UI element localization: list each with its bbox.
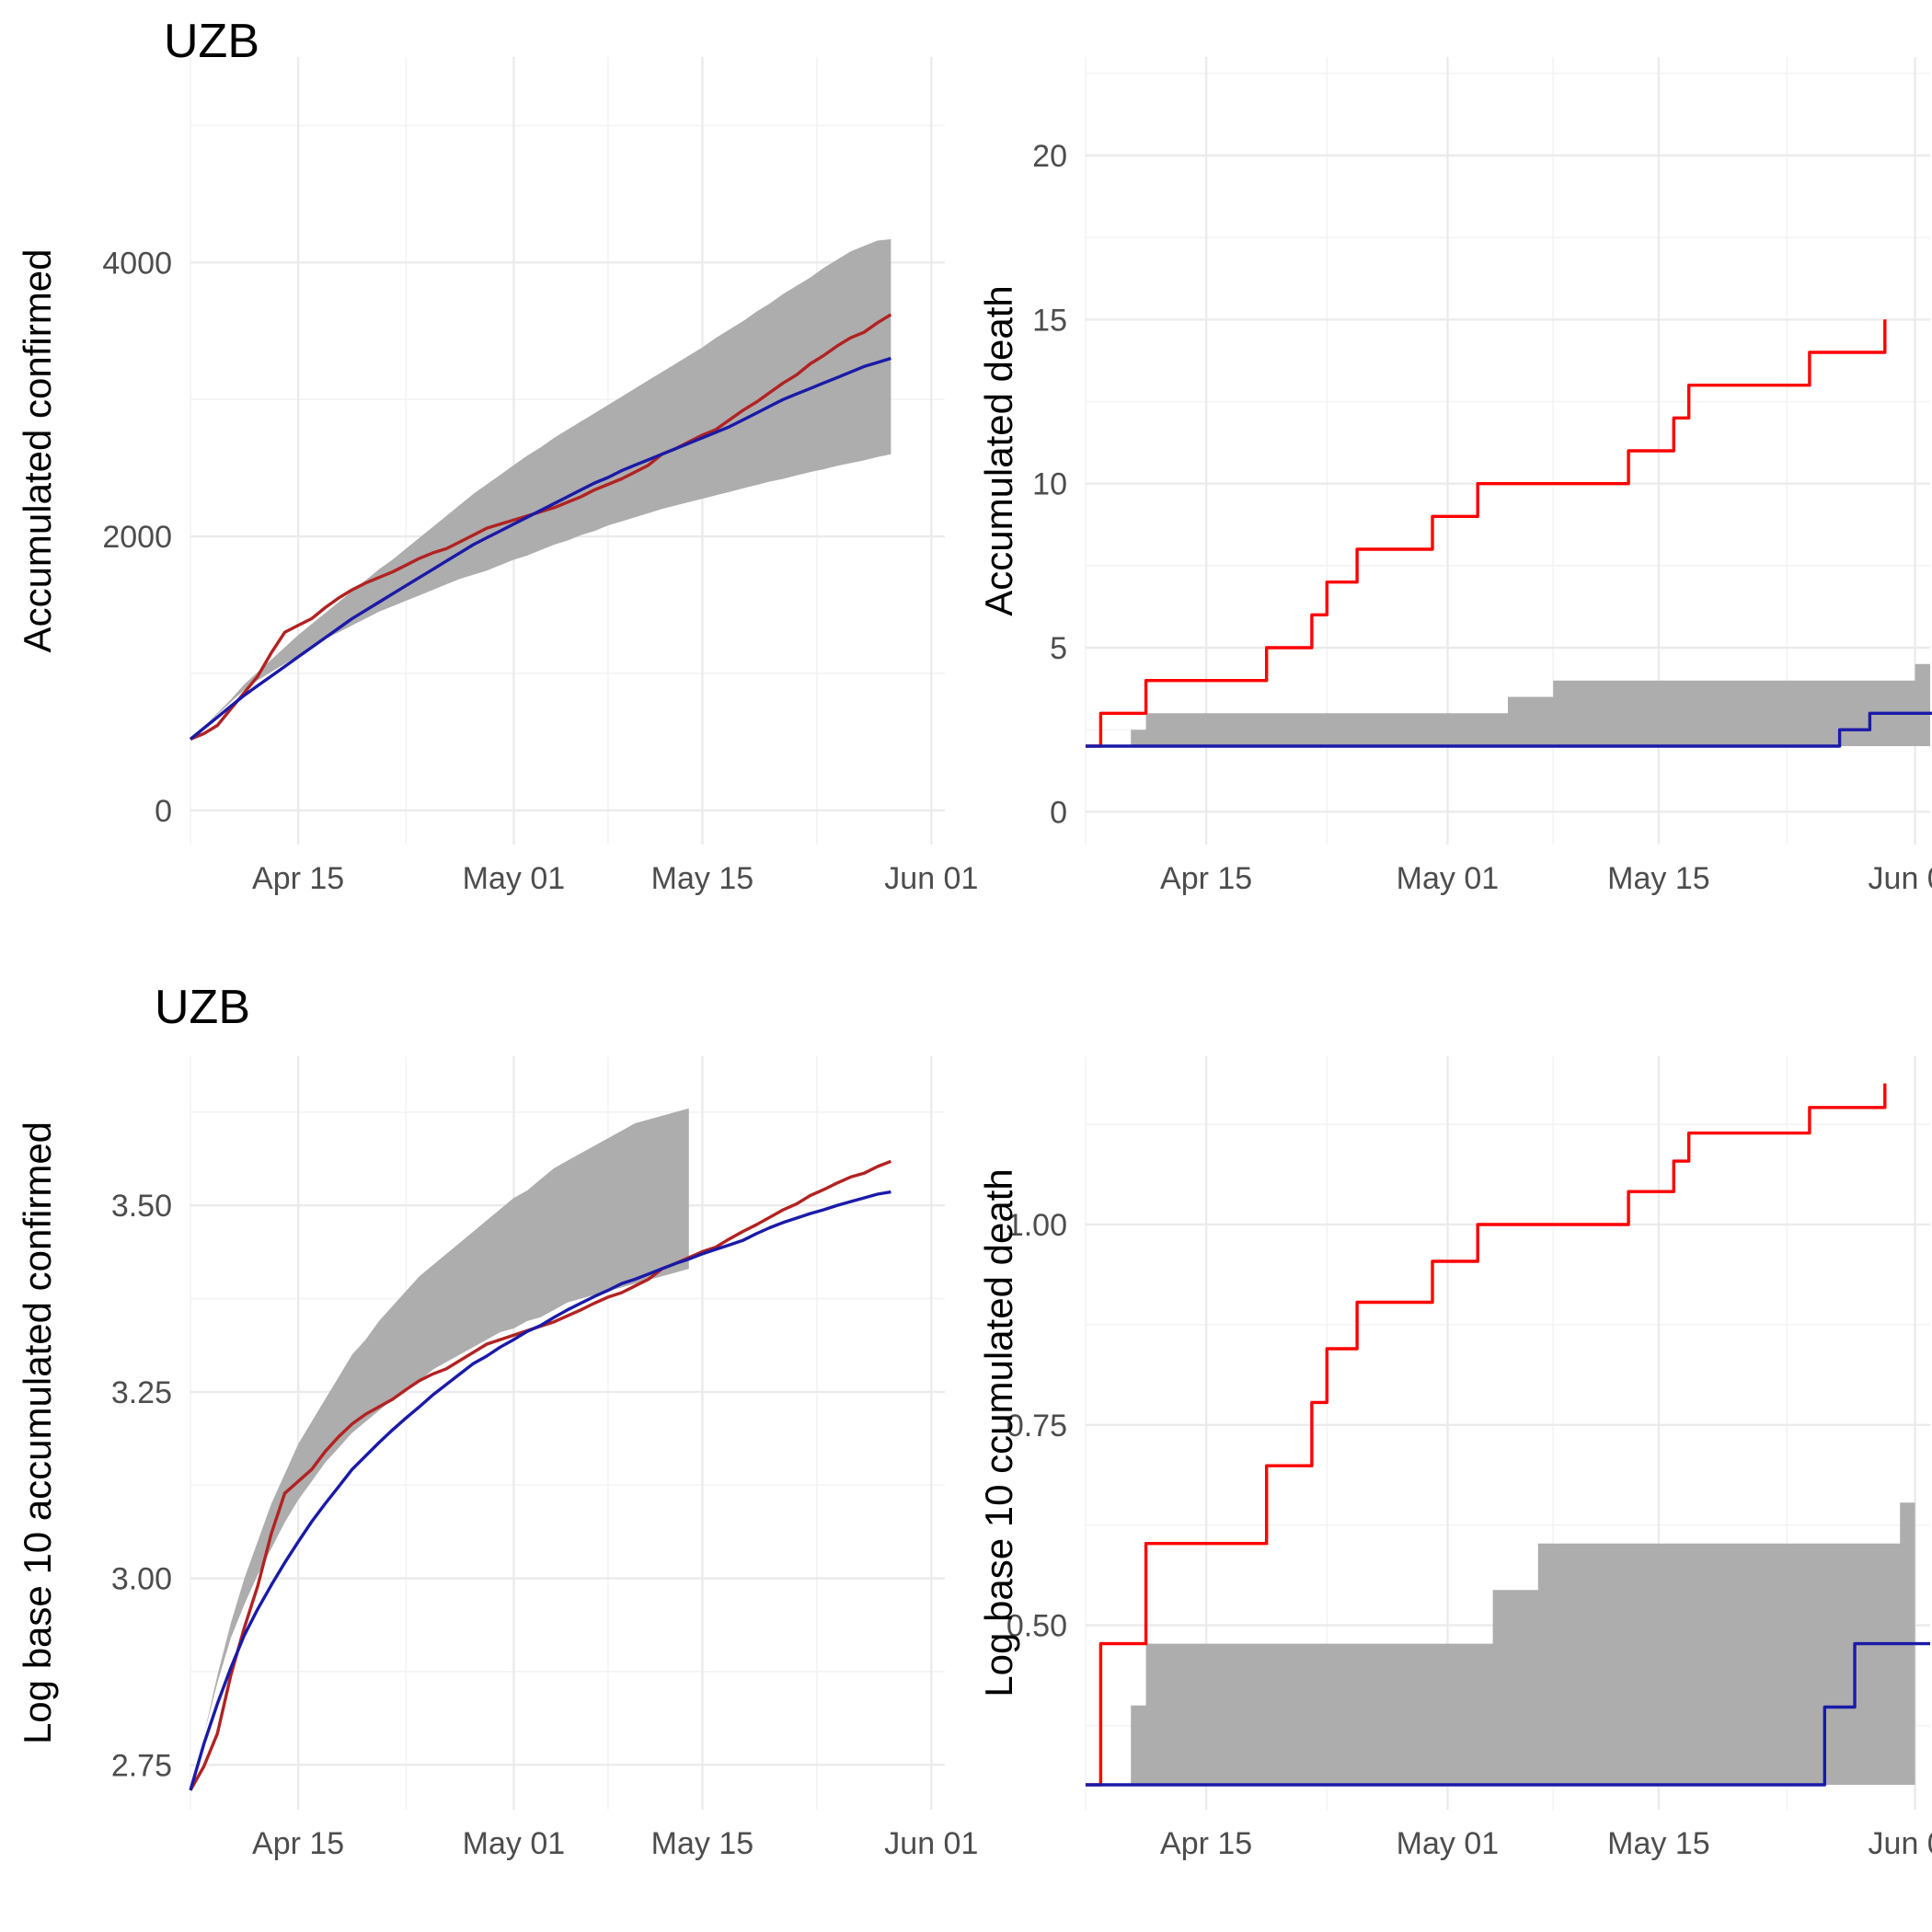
observed-line — [1086, 1083, 1887, 1787]
panel-title: UZB — [155, 981, 250, 1034]
y-tick-label: 15 — [1032, 303, 1067, 338]
panel-title: UZB — [164, 15, 259, 68]
y-tick-label: 4000 — [102, 246, 172, 281]
x-tick-label: May 01 — [463, 861, 566, 896]
model-line — [189, 1190, 891, 1791]
observed-line — [1086, 319, 1887, 748]
x-tick-label: Jun 01 — [884, 861, 978, 896]
y-axis-title: Log base 10 ccumulated death — [977, 1168, 1020, 1696]
prediction-band — [190, 239, 891, 740]
y-axis-title: Log base 10 accumulated confirmed — [16, 1121, 59, 1744]
x-tick-label: Apr 15 — [252, 1826, 344, 1861]
x-tick-label: Apr 15 — [252, 861, 344, 896]
panel-death: 0 5 10 15 20 Apr 15 May 01 May 15 Jun 01 Accumula… — [977, 57, 1932, 896]
prediction-band — [1086, 1502, 1915, 1785]
x-tick-label: May 01 — [463, 1826, 566, 1861]
model-line — [1086, 711, 1932, 748]
y-tick-label: 2.75 — [111, 1748, 172, 1783]
x-tick-label: May 15 — [651, 1826, 754, 1861]
y-axis-title: Accumulated death — [977, 285, 1020, 616]
y-axis-title: Accumulated confirmed — [16, 249, 59, 653]
y-tick-label: 3.00 — [111, 1562, 172, 1597]
y-tick-label: 3.25 — [111, 1375, 172, 1410]
x-tick-label: Jun 01 — [1869, 861, 1932, 896]
y-tick-label: 0.50 — [1006, 1609, 1067, 1644]
x-tick-label: Jun 01 — [884, 1826, 978, 1861]
y-tick-label: 20 — [1032, 139, 1067, 174]
panel-log-death: 0.50 0.75 1.00 Apr 15 May 01 May 15 Jun 01 Log … — [977, 1056, 1932, 1861]
x-tick-label: May 01 — [1397, 1826, 1500, 1861]
y-tick-label: 10 — [1032, 467, 1067, 502]
model-line — [1086, 1641, 1930, 1787]
x-tick-label: May 15 — [651, 861, 754, 896]
y-tick-label: 0 — [1050, 795, 1067, 830]
panel-confirmed: 0 2000 4000 Apr 15 May 01 May 15 Jun 01 Accumul… — [16, 15, 978, 896]
x-tick-label: Apr 15 — [1160, 861, 1252, 896]
prediction-band — [1086, 663, 1930, 746]
x-tick-label: May 01 — [1397, 861, 1500, 896]
y-tick-label: 5 — [1050, 631, 1067, 666]
y-tick-label: 3.50 — [111, 1189, 172, 1224]
y-tick-label: 2000 — [102, 520, 172, 555]
y-tick-label: 0.75 — [1006, 1409, 1067, 1443]
y-tick-label: 0 — [155, 794, 172, 829]
y-tick-label: 1.00 — [1006, 1208, 1067, 1243]
x-tick-label: May 15 — [1607, 1826, 1710, 1861]
panel-log-confirmed: 2.75 3.00 3.25 3.50 Apr 15 May 01 May 15 Jun 01… — [16, 981, 978, 1861]
x-tick-label: May 15 — [1607, 861, 1710, 896]
model-line — [189, 356, 891, 741]
prediction-band — [190, 1108, 689, 1790]
x-tick-label: Apr 15 — [1160, 1826, 1252, 1861]
x-tick-label: Jun 01 — [1869, 1826, 1932, 1861]
